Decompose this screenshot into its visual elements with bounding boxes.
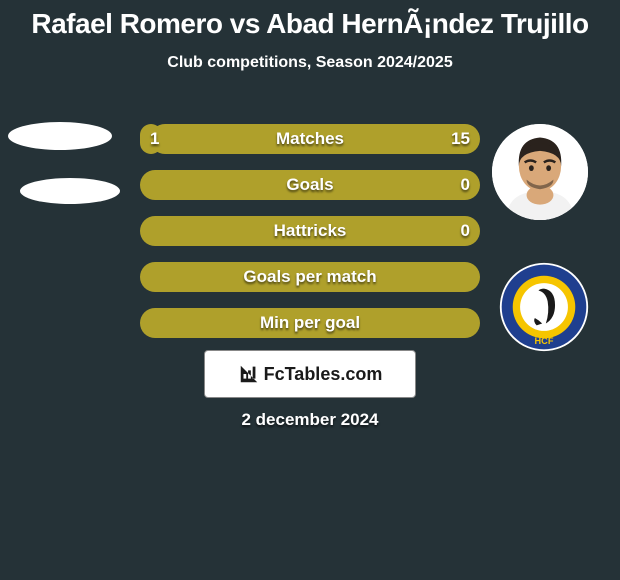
svg-text:HCF: HCF (535, 336, 554, 346)
left-club-badge-placeholder (20, 178, 120, 204)
page-title: Rafael Romero vs Abad HernÃ¡ndez Trujill… (0, 0, 620, 40)
date-label: 2 december 2024 (0, 410, 620, 430)
stat-label: Min per goal (140, 308, 480, 338)
right-player-avatar (492, 124, 588, 220)
stat-row: Matches1 15 (140, 124, 480, 154)
player-face-icon (492, 124, 588, 220)
stat-rows-container: Matches115Goals0Hattricks0Goals per matc… (140, 124, 480, 354)
stat-label: Goals per match (140, 262, 480, 292)
fctables-attribution: FcTables.com (204, 350, 416, 398)
stat-value-right: 0 (461, 216, 470, 246)
stat-row: Hattricks0 (140, 216, 480, 246)
fctables-label: FcTables.com (264, 364, 383, 385)
stat-row: Goals0 (140, 170, 480, 200)
club-badge-icon: HCF (498, 261, 590, 353)
right-club-badge: HCF (498, 261, 590, 353)
stat-label: Matches (140, 124, 480, 154)
left-player-avatar-placeholder (8, 122, 112, 150)
stat-value-left: 1 (150, 124, 159, 154)
stat-value-right: 15 (451, 124, 470, 154)
stat-row: Min per goal (140, 308, 480, 338)
stat-value-right: 0 (461, 170, 470, 200)
stat-label: Hattricks (140, 216, 480, 246)
bar-chart-icon (238, 363, 260, 385)
stat-row: Goals per match (140, 262, 480, 292)
stat-label: Goals (140, 170, 480, 200)
subtitle: Club competitions, Season 2024/2025 (0, 54, 620, 72)
